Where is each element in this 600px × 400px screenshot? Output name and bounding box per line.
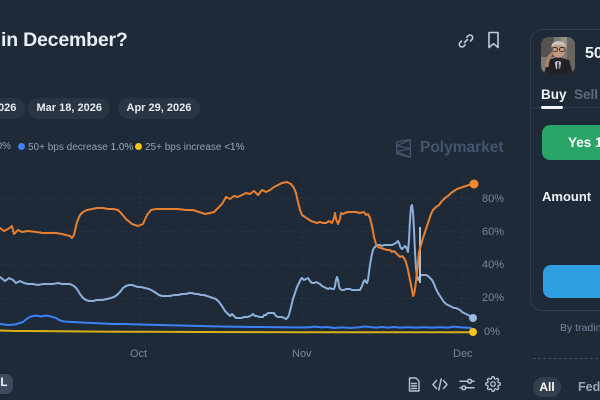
svg-text:Oct: Oct [130, 348, 147, 360]
svg-text:Dec: Dec [453, 348, 473, 360]
svg-text:20%: 20% [482, 292, 504, 304]
svg-text:60%: 60% [482, 226, 504, 238]
svg-text:Nov: Nov [292, 348, 312, 360]
svg-text:0%: 0% [484, 326, 500, 338]
svg-text:40%: 40% [482, 259, 504, 271]
svg-text:80%: 80% [482, 193, 504, 205]
